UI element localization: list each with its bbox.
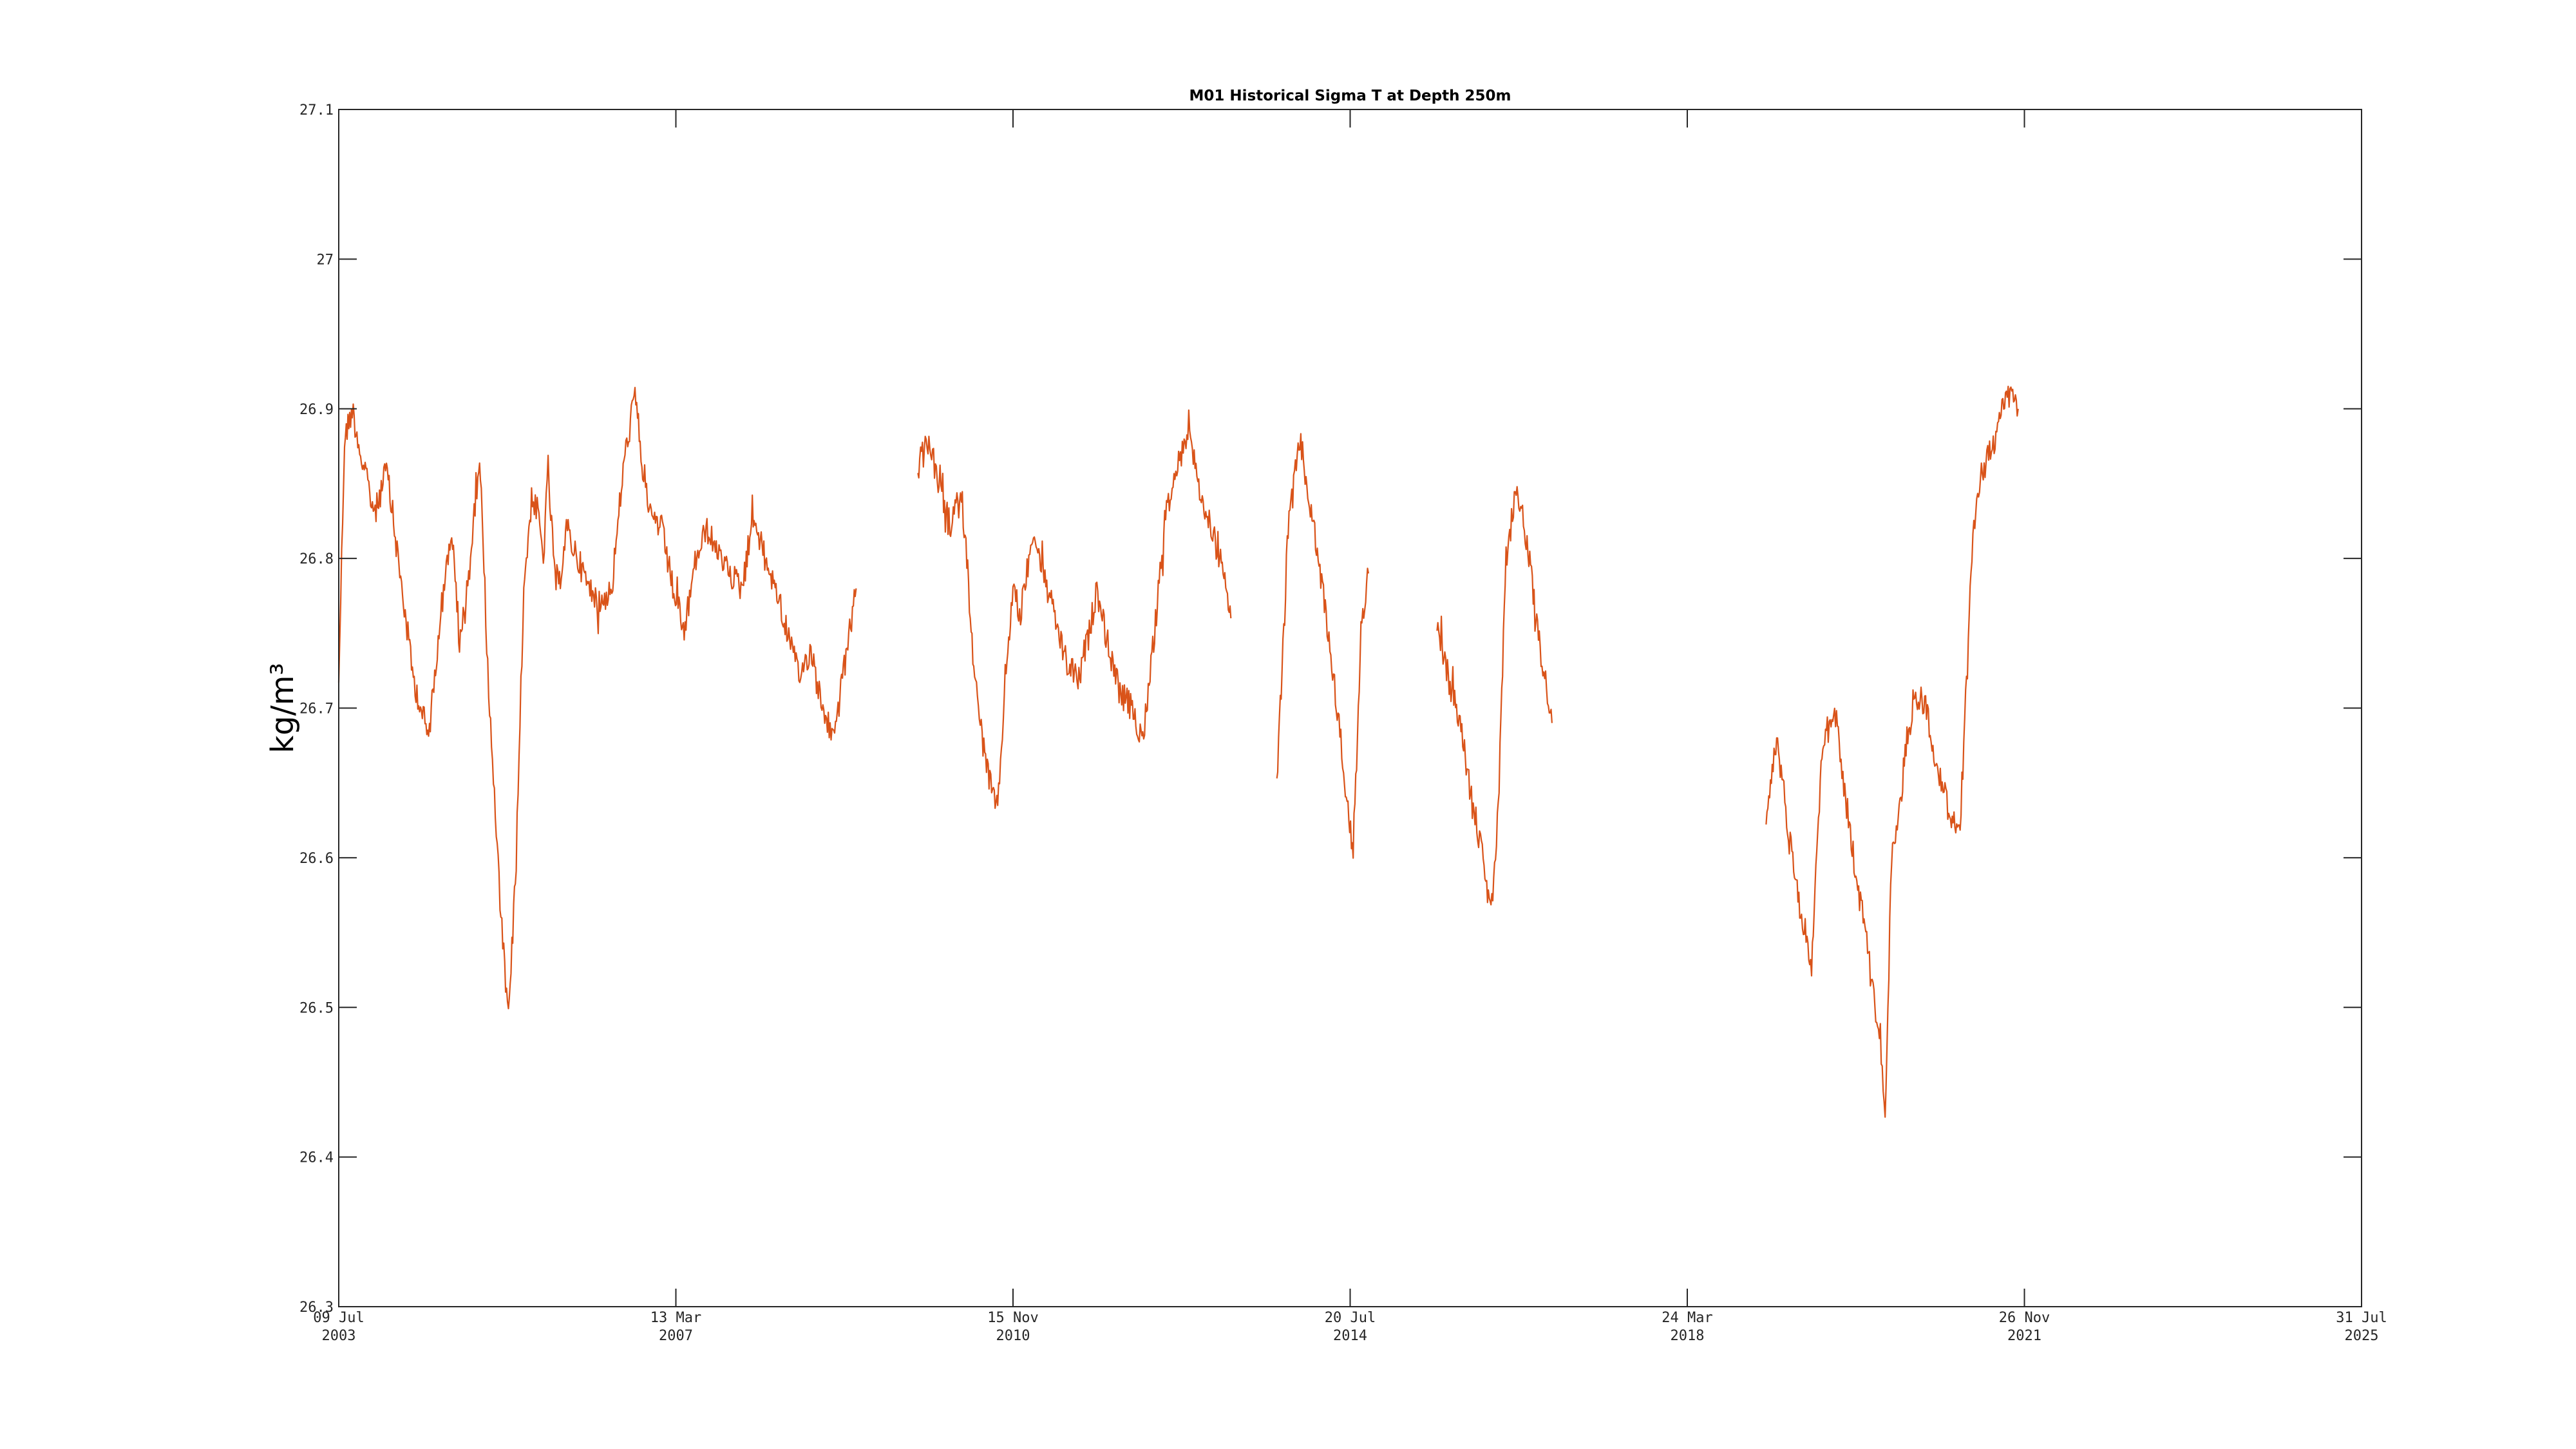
- x-tick-label-date: 09 Jul: [313, 1310, 364, 1326]
- series-line-segment-1: [337, 386, 857, 1010]
- x-tick-label-date: 24 Mar: [1662, 1310, 1712, 1326]
- x-tick-label-date: 15 Nov: [987, 1310, 1038, 1326]
- x-tick-label-year: 2025: [2345, 1328, 2379, 1344]
- y-tick-label: 26.6: [299, 851, 334, 867]
- x-tick-label-year: 2007: [659, 1328, 693, 1344]
- x-tick-label-date: 20 Jul: [1325, 1310, 1376, 1326]
- y-tick-label: 26.4: [299, 1150, 334, 1166]
- y-tick-label: 27: [317, 252, 334, 268]
- y-axis-label: kg/m³: [265, 663, 301, 753]
- series-line-segment-5: [1765, 385, 2019, 1118]
- y-tick-label: 26.8: [299, 551, 334, 567]
- x-tick-label-date: 31 Jul: [2336, 1310, 2387, 1326]
- series-line-segment-3: [1276, 433, 1370, 859]
- x-tick-label-date: 13 Mar: [650, 1310, 701, 1326]
- y-tick-label: 26.9: [299, 402, 334, 418]
- x-tick-label-year: 2018: [1671, 1328, 1705, 1344]
- y-tick-label: 26.3: [299, 1300, 334, 1316]
- ticks-layer: 26.3 26.4 26.5 26.6 26.7 26.8 26.9 27 27.1 09 Jul…: [299, 102, 2387, 1344]
- series-line-segment-4: [1436, 486, 1553, 905]
- x-tick-label-year: 2003: [322, 1328, 356, 1344]
- y-tick-label: 27.1: [299, 102, 334, 118]
- chart-title: M01 Historical Sigma T at Depth 250m: [1189, 88, 1511, 104]
- x-tick-label-year: 2010: [996, 1328, 1030, 1344]
- x-tick-label-year: 2014: [1333, 1328, 1367, 1344]
- y-tick-label: 26.5: [299, 1000, 334, 1016]
- x-tick-label-date: 26 Nov: [1999, 1310, 2050, 1326]
- x-tick-label-year: 2021: [2007, 1328, 2041, 1344]
- plot-area: [339, 109, 2362, 1307]
- series-layer: [337, 385, 2019, 1118]
- y-tick-label: 26.7: [299, 701, 334, 717]
- series-line-segment-2: [917, 409, 1232, 810]
